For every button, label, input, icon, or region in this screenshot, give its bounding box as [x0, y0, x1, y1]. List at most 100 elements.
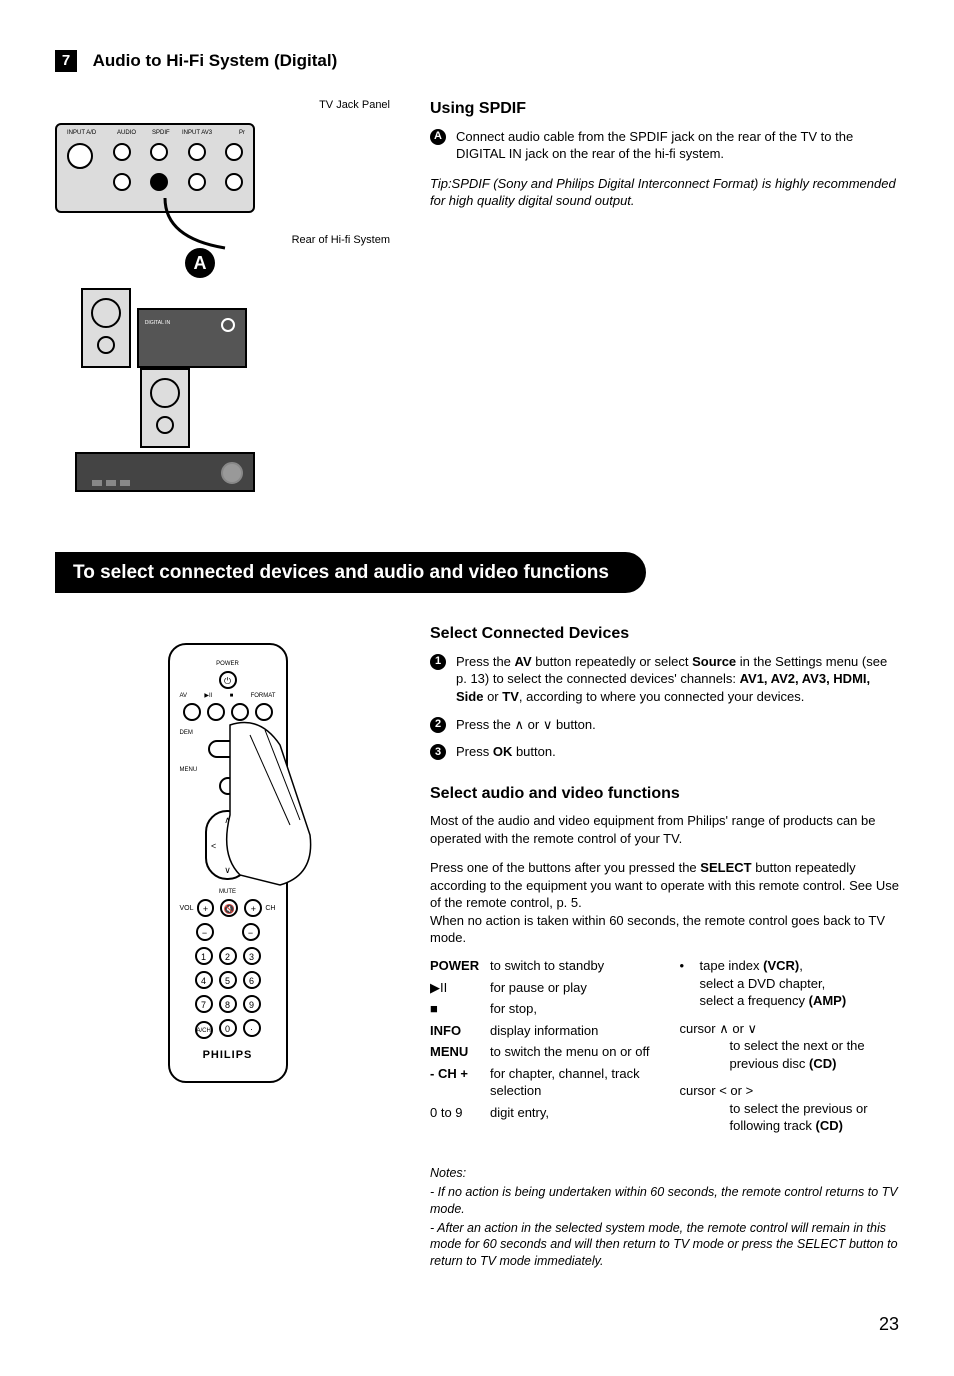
remote-label: AV	[180, 692, 188, 700]
vol-down-icon: −	[196, 923, 214, 941]
heading-functions: Select audio and video functions	[430, 783, 899, 805]
func-desc: digit entry,	[490, 1104, 549, 1122]
stop-icon: ■	[430, 1000, 490, 1018]
jack-spdif-icon	[150, 173, 168, 191]
func-desc: display information	[490, 1022, 598, 1040]
label-tv-panel: TV Jack Panel	[55, 98, 400, 113]
digit-7-icon: 7	[195, 995, 213, 1013]
step-2-icon: 2	[430, 717, 446, 733]
func-desc: for chapter, channel, track selection	[490, 1065, 650, 1100]
diagram-tv-hifi: TV Jack Panel INPUT A/D AUDIO SPDIF INPU…	[55, 98, 400, 492]
notes-heading: Notes:	[430, 1165, 899, 1182]
func-item: cursor < or > to select the previous or …	[680, 1082, 900, 1135]
jack-icon	[113, 143, 131, 161]
digit-2-icon: 2	[219, 947, 237, 965]
vol-up-icon: +	[197, 899, 215, 917]
hifi-system: DIGITAL IN	[55, 288, 275, 492]
digit-8-icon: 8	[219, 995, 237, 1013]
jack-icon	[188, 173, 206, 191]
step-3-text: Press OK button.	[456, 743, 556, 761]
section-header: 7 Audio to Hi-Fi System (Digital)	[55, 50, 899, 73]
func-item: cursor ∧ or ∨ to select the next or the …	[680, 1020, 900, 1073]
mute-icon: 🔇	[220, 899, 238, 917]
jack-icon	[67, 143, 93, 169]
step-badge-a: A	[430, 129, 446, 145]
digit-0-icon: 0	[219, 1019, 237, 1037]
func-label: cursor < or >	[680, 1082, 900, 1100]
jack-icon	[225, 143, 243, 161]
func-desc: for stop,	[490, 1000, 537, 1018]
remote-label: FORMAT	[251, 692, 276, 700]
functions-intro: Most of the audio and video equipment fr…	[430, 812, 899, 847]
spdif-tip: Tip:SPDIF (Sony and Philips Digital Inte…	[430, 175, 899, 210]
power-button-icon: ⏻	[219, 671, 237, 689]
jack-icon	[113, 173, 131, 191]
func-desc: to select the previous or following trac…	[680, 1100, 900, 1135]
speaker-icon	[140, 368, 190, 448]
dot-button-icon: ·	[243, 1019, 261, 1037]
page-number: 23	[55, 1312, 899, 1336]
digit-6-icon: 6	[243, 971, 261, 989]
func-desc: tape index (VCR), select a DVD chapter, …	[700, 957, 847, 1010]
func-desc: to switch to standby	[490, 957, 604, 975]
functions-left-col: POWERto switch to standby ▶IIfor pause o…	[430, 957, 650, 1135]
digital-in-jack-icon	[221, 318, 235, 332]
digit-9-icon: 9	[243, 995, 261, 1013]
func-label: POWER	[430, 957, 490, 975]
remote-control: POWER ⏻ AV ▶II■ FORMAT DEM MENU ∧ ∨ < MU…	[168, 643, 288, 1083]
jack-icon	[188, 143, 206, 161]
speaker-icon	[81, 288, 131, 368]
step-3-icon: 3	[430, 744, 446, 760]
step-1-text: Press the AV button repeatedly or select…	[456, 653, 899, 706]
section-banner: To select connected devices and audio an…	[55, 552, 646, 594]
func-label: MENU	[430, 1043, 490, 1061]
functions-para3: When no action is taken within 60 second…	[430, 912, 899, 947]
note-2: - After an action in the selected system…	[430, 1220, 899, 1271]
func-label: - CH +	[430, 1065, 490, 1100]
digit-5-icon: 5	[219, 971, 237, 989]
jack-label: AUDIO	[117, 129, 136, 137]
badge-a: A	[185, 248, 215, 278]
step-2-text: Press the ∧ or ∨ button.	[456, 716, 596, 734]
heading-spdif: Using SPDIF	[430, 98, 899, 120]
step-1-icon: 1	[430, 654, 446, 670]
jack-label: Pr	[239, 129, 245, 137]
jack-label: INPUT AV3	[182, 129, 212, 137]
func-label: cursor ∧ or ∨	[680, 1020, 900, 1038]
func-desc: to select the next or the previous disc …	[680, 1037, 900, 1072]
func-desc: to switch the menu on or off	[490, 1043, 649, 1061]
func-label: 0 to 9	[430, 1104, 490, 1122]
notes-block: Notes: - If no action is being undertake…	[430, 1165, 899, 1270]
ch-up-icon: +	[244, 899, 262, 917]
func-label: INFO	[430, 1022, 490, 1040]
note-1: - If no action is being undertaken withi…	[430, 1184, 899, 1218]
ch-down-icon: −	[242, 923, 260, 941]
hand-icon	[220, 715, 340, 895]
receiver-icon	[75, 452, 255, 492]
remote-label: VOL	[180, 904, 194, 913]
remote-diagram: POWER ⏻ AV ▶II■ FORMAT DEM MENU ∧ ∨ < MU…	[55, 623, 400, 1272]
digit-4-icon: 4	[195, 971, 213, 989]
knob-icon	[221, 462, 243, 484]
spdif-step-text: Connect audio cable from the SPDIF jack …	[456, 128, 899, 163]
section-number: 7	[55, 50, 77, 72]
section-title: Audio to Hi-Fi System (Digital)	[93, 50, 338, 73]
jack-label: INPUT A/D	[67, 129, 96, 137]
jack-icon	[225, 173, 243, 191]
ach-button-icon: A/CH	[195, 1021, 213, 1039]
brand-label: PHILIPS	[170, 1048, 286, 1063]
play-pause-icon: ▶II	[430, 979, 490, 997]
remote-label: CH	[265, 904, 275, 913]
jack-icon	[150, 143, 168, 161]
digital-in-label: DIGITAL IN	[145, 320, 170, 327]
digit-1-icon: 1	[195, 947, 213, 965]
functions-para2: Press one of the buttons after you press…	[430, 859, 899, 912]
bullet-icon: •	[680, 957, 700, 1010]
remote-button-icon	[183, 703, 201, 721]
digit-3-icon: 3	[243, 947, 261, 965]
func-desc: for pause or play	[490, 979, 587, 997]
functions-right-col: • tape index (VCR), select a DVD chapter…	[680, 957, 900, 1135]
amplifier-icon: DIGITAL IN	[137, 308, 247, 368]
jack-label: SPDIF	[152, 129, 170, 137]
remote-label: POWER	[180, 660, 276, 668]
